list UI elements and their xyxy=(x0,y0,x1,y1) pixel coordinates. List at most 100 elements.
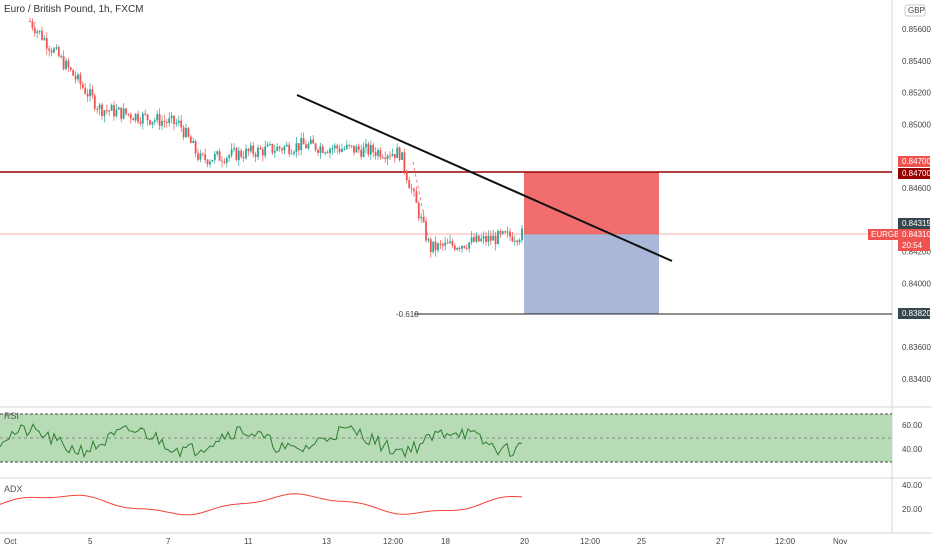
candle-body xyxy=(163,120,166,122)
price-tick-4: 0.84600 xyxy=(902,184,931,193)
candle-body xyxy=(293,151,295,154)
time-tick-2: 7 xyxy=(166,537,171,546)
candle-body xyxy=(115,109,118,117)
candle-body xyxy=(278,146,281,149)
candle-body xyxy=(223,161,226,163)
chart-title: Euro / British Pound, 1h, FXCM xyxy=(4,4,144,15)
candle-body xyxy=(509,231,511,237)
candle-body xyxy=(55,47,58,49)
candle-body xyxy=(468,242,471,249)
candle-body xyxy=(446,242,449,244)
candle-body xyxy=(477,235,480,242)
candle-body xyxy=(497,231,499,245)
candle-body xyxy=(480,238,483,242)
price-tick-2: 0.85200 xyxy=(902,89,931,98)
dashed-projection xyxy=(412,161,429,237)
time-tick-7: 20 xyxy=(520,537,529,546)
candle-body xyxy=(326,152,329,154)
candle-body xyxy=(194,140,197,154)
candle-body xyxy=(233,148,235,150)
candle-body xyxy=(187,127,190,137)
candle-body xyxy=(331,148,334,150)
time-tick-12: Nov xyxy=(833,537,847,546)
candle-body xyxy=(137,113,139,122)
candle-body xyxy=(494,235,497,245)
candle-body xyxy=(149,120,151,125)
candle-body xyxy=(173,115,175,125)
candle-body xyxy=(269,143,271,145)
svg-text:EURGBP: EURGBP xyxy=(871,230,905,239)
candle-body xyxy=(204,154,207,160)
candle-body xyxy=(69,67,72,70)
svg-text:0.84700: 0.84700 xyxy=(902,169,931,178)
candle-body xyxy=(264,146,267,156)
candle-body xyxy=(425,221,427,241)
candle-body xyxy=(324,152,327,154)
candle-body xyxy=(170,115,173,119)
candle-body xyxy=(177,120,180,123)
candle-body xyxy=(367,143,370,155)
candle-body xyxy=(261,149,264,156)
candle-body xyxy=(465,247,468,249)
trendline[interactable] xyxy=(296,94,673,262)
candle-body xyxy=(259,147,262,150)
candle-body xyxy=(197,153,199,160)
candle-body xyxy=(216,151,219,154)
candle-body xyxy=(300,138,303,151)
candle-body xyxy=(43,38,46,40)
candle-body xyxy=(511,236,514,242)
candle-body xyxy=(473,237,475,242)
candle-body xyxy=(144,113,147,115)
candle-body xyxy=(341,149,343,152)
candlestick-series xyxy=(29,17,523,258)
candle-body xyxy=(408,180,411,189)
candle-body xyxy=(105,110,108,112)
price-tick-3: 0.85000 xyxy=(902,120,931,129)
candle-body xyxy=(218,151,221,161)
candle-body xyxy=(79,74,82,85)
candle-body xyxy=(283,146,286,151)
candle-body xyxy=(122,108,125,119)
time-tick-5: 12:00 xyxy=(383,537,404,546)
candle-body xyxy=(384,157,387,160)
fib-level-label: -0.618 xyxy=(396,310,419,319)
candle-body xyxy=(415,191,418,203)
candle-body xyxy=(288,144,291,154)
candle-body xyxy=(381,157,384,159)
time-tick-0: Oct xyxy=(4,537,17,546)
candle-body xyxy=(146,114,149,121)
candle-body xyxy=(410,188,413,190)
candle-body xyxy=(417,202,420,219)
candle-body xyxy=(405,171,408,181)
candle-body xyxy=(139,121,142,124)
candle-body xyxy=(485,236,487,242)
current-price-tag: 0.84310 20:54 xyxy=(898,229,931,251)
candle-body xyxy=(266,144,269,147)
price-tick-7: 0.83600 xyxy=(902,343,931,352)
candle-body xyxy=(175,122,178,125)
candle-body xyxy=(235,148,238,161)
candle-body xyxy=(398,147,401,160)
candle-body xyxy=(93,95,96,109)
candle-body xyxy=(285,144,288,147)
candle-body xyxy=(307,143,310,149)
candle-body xyxy=(192,140,195,143)
time-tick-10: 27 xyxy=(716,537,725,546)
rsi-tick-60: 60.00 xyxy=(902,421,923,430)
candle-body xyxy=(489,235,492,241)
candle-body xyxy=(360,149,363,157)
candle-body xyxy=(434,241,437,251)
candle-body xyxy=(305,144,307,149)
candle-body xyxy=(444,242,447,246)
stop-loss-zone[interactable] xyxy=(524,172,659,234)
candle-body xyxy=(336,145,339,149)
take-profit-zone[interactable] xyxy=(524,234,659,314)
candle-body xyxy=(518,240,521,243)
candle-body xyxy=(120,107,123,119)
candle-body xyxy=(242,156,245,159)
adx-line xyxy=(0,493,523,516)
candle-body xyxy=(36,31,39,34)
candle-body xyxy=(72,69,75,76)
